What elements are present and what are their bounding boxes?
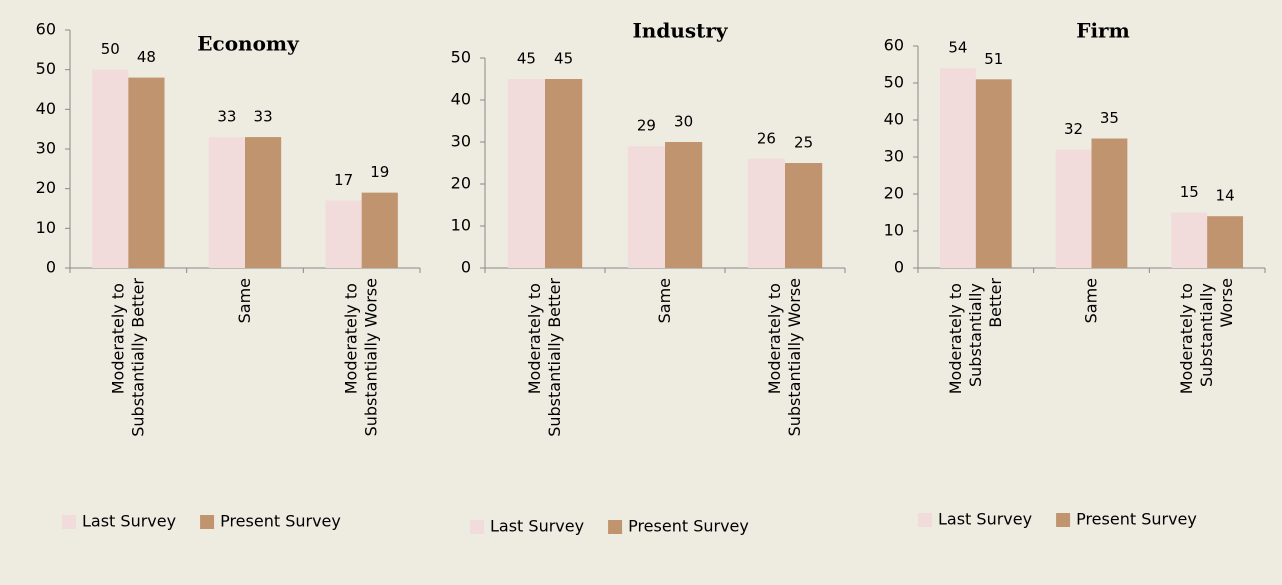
value-label: 17 — [334, 171, 353, 189]
x-tick-label: Moderately to Substantially Better — [525, 278, 564, 437]
y-tick-label: 10 — [451, 216, 471, 235]
legend-label: Present Survey — [1076, 510, 1197, 529]
y-tick-label: 30 — [36, 139, 56, 158]
y-tick-label: 50 — [451, 48, 471, 67]
y-tick-label: 20 — [451, 174, 471, 193]
x-tick-label: Same — [235, 278, 254, 323]
bar — [665, 142, 703, 268]
value-label: 45 — [517, 50, 536, 68]
y-tick-label: 20 — [36, 178, 56, 197]
value-label: 26 — [757, 129, 776, 147]
value-label: 50 — [101, 40, 120, 58]
bar — [545, 79, 583, 268]
y-tick-label: 60 — [36, 20, 56, 39]
bar — [325, 200, 362, 268]
y-tick-label: 60 — [884, 36, 904, 55]
value-label: 15 — [1180, 183, 1199, 201]
x-tick-label: Moderately to Substantially Worse — [765, 278, 804, 436]
legend-swatch — [200, 515, 215, 529]
legend-swatch — [470, 520, 484, 534]
value-label: 54 — [948, 39, 967, 57]
x-tick-label: Moderately to Substantially Better — [945, 278, 1004, 395]
chart-title: Economy — [197, 32, 300, 56]
value-label: 14 — [1216, 187, 1235, 205]
bar — [1207, 216, 1244, 268]
y-tick-label: 30 — [884, 147, 904, 166]
value-label: 30 — [674, 113, 693, 131]
x-tick-label: Moderately to Substantially Worse — [1177, 278, 1236, 394]
y-tick-label: 30 — [451, 132, 471, 151]
value-label: 25 — [794, 134, 813, 152]
bar — [245, 137, 282, 268]
y-tick-label: 0 — [46, 258, 56, 277]
y-tick-label: 10 — [884, 221, 904, 240]
y-tick-label: 10 — [36, 218, 56, 237]
bar — [128, 77, 165, 268]
y-tick-label: 20 — [884, 184, 904, 203]
value-label: 29 — [637, 117, 656, 135]
legend-label: Present Survey — [628, 517, 749, 536]
y-tick-label: 40 — [884, 110, 904, 129]
legend-swatch — [918, 513, 932, 527]
legend-label: Last Survey — [938, 510, 1032, 529]
y-tick-label: 0 — [461, 258, 471, 277]
bar — [747, 158, 785, 268]
value-label: 19 — [370, 163, 389, 181]
legend-swatch — [608, 520, 623, 534]
bar — [208, 137, 245, 268]
x-tick-label: Same — [1081, 278, 1100, 323]
legend-label: Last Survey — [490, 517, 584, 536]
legend-label: Last Survey — [82, 512, 176, 531]
value-label: 35 — [1100, 109, 1119, 127]
bar — [1091, 138, 1128, 268]
x-tick-label: Moderately to Substantially Worse — [341, 278, 380, 436]
y-tick-label: 0 — [894, 258, 904, 277]
legend-swatch — [1056, 513, 1071, 527]
value-label: 33 — [217, 108, 236, 126]
value-label: 51 — [984, 50, 1003, 68]
value-label: 32 — [1064, 120, 1083, 138]
y-tick-label: 40 — [451, 90, 471, 109]
x-tick-label: Moderately to Substantially Better — [108, 278, 147, 437]
value-label: 33 — [254, 108, 273, 126]
bar — [1171, 212, 1208, 268]
bar — [785, 163, 823, 268]
bar — [627, 146, 665, 268]
legend-swatch — [62, 515, 76, 529]
bar — [92, 69, 129, 269]
bar — [1055, 149, 1092, 268]
bar — [939, 68, 976, 268]
value-label: 45 — [554, 50, 573, 68]
chart-title: Firm — [1076, 19, 1130, 43]
y-tick-label: 40 — [36, 99, 56, 118]
x-tick-label: Same — [655, 278, 674, 323]
bar — [975, 79, 1012, 268]
y-tick-label: 50 — [36, 59, 56, 78]
y-tick-label: 50 — [884, 73, 904, 92]
bar — [361, 192, 398, 268]
value-label: 48 — [137, 48, 156, 66]
bar — [507, 79, 545, 268]
legend-label: Present Survey — [220, 512, 341, 531]
chart-title: Industry — [632, 19, 728, 43]
